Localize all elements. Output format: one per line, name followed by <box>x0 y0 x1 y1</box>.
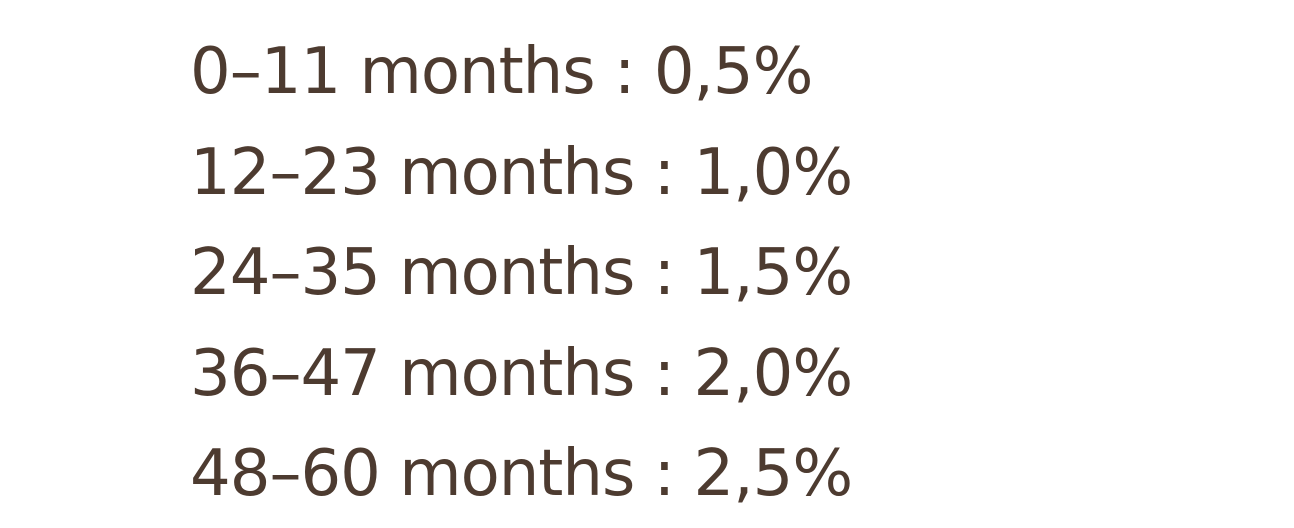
age-rate-list: 0–11 months : 0,5% 12–23 months : 1,0% 2… <box>190 22 853 525</box>
list-item: 12–23 months : 1,0% <box>190 135 853 210</box>
list-item: 36–47 months : 2,0% <box>190 336 853 411</box>
list-item: 24–35 months : 1,5% <box>190 236 853 310</box>
list-item: 48–60 months : 2,5% <box>190 437 853 511</box>
list-item: 0–11 months : 0,5% <box>190 35 813 109</box>
